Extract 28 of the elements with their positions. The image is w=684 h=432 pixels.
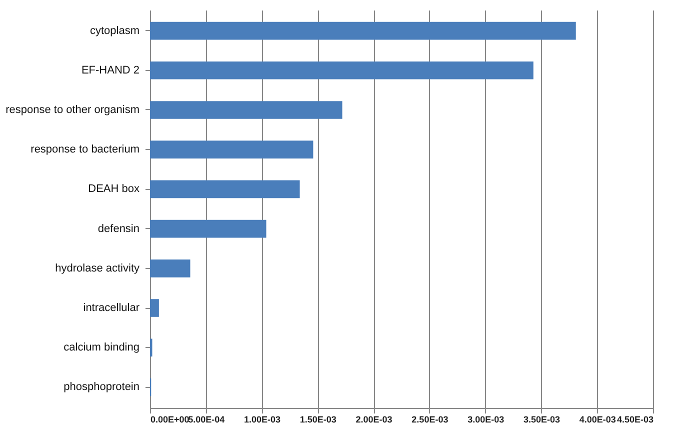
bar xyxy=(150,140,314,159)
y-tick-label: calcium binding xyxy=(64,342,140,354)
bar xyxy=(150,101,342,119)
bar xyxy=(150,22,576,40)
x-tick-label: 5.00E-04 xyxy=(188,414,225,424)
x-tick-label: 1.50E-03 xyxy=(300,414,336,424)
y-tick-label: defensin xyxy=(98,222,140,235)
x-tick-label: 3.00E-03 xyxy=(468,414,504,424)
y-tick-label: hydrolase activity xyxy=(55,262,140,274)
y-tick-label: intracellular xyxy=(83,302,140,314)
y-tick-label: response to other organism xyxy=(6,104,140,116)
x-tick-label: 3.50E-03 xyxy=(523,414,560,424)
x-tick-label: 4.00E-03 xyxy=(579,414,616,424)
y-tick-label: EF-HAND 2 xyxy=(81,64,140,76)
bar xyxy=(150,61,534,80)
y-tick-label: DEAH box xyxy=(88,183,140,196)
x-tick-label: 4.50E-03 xyxy=(616,414,654,424)
y-tick-label: response to bacterium xyxy=(30,144,140,156)
x-tick-label: 0.00E+00 xyxy=(150,414,190,424)
y-tick-label: cytoplasm xyxy=(90,24,140,37)
x-tick-label: 2.50E-03 xyxy=(412,414,448,424)
bar xyxy=(150,259,190,278)
x-tick-label: 1.00E-03 xyxy=(244,414,281,424)
x-tick-label: 2.00E-03 xyxy=(356,414,392,424)
y-tick-label: phosphoprotein xyxy=(64,381,140,394)
bar xyxy=(150,180,300,198)
bar xyxy=(150,220,266,238)
bar xyxy=(150,299,159,317)
